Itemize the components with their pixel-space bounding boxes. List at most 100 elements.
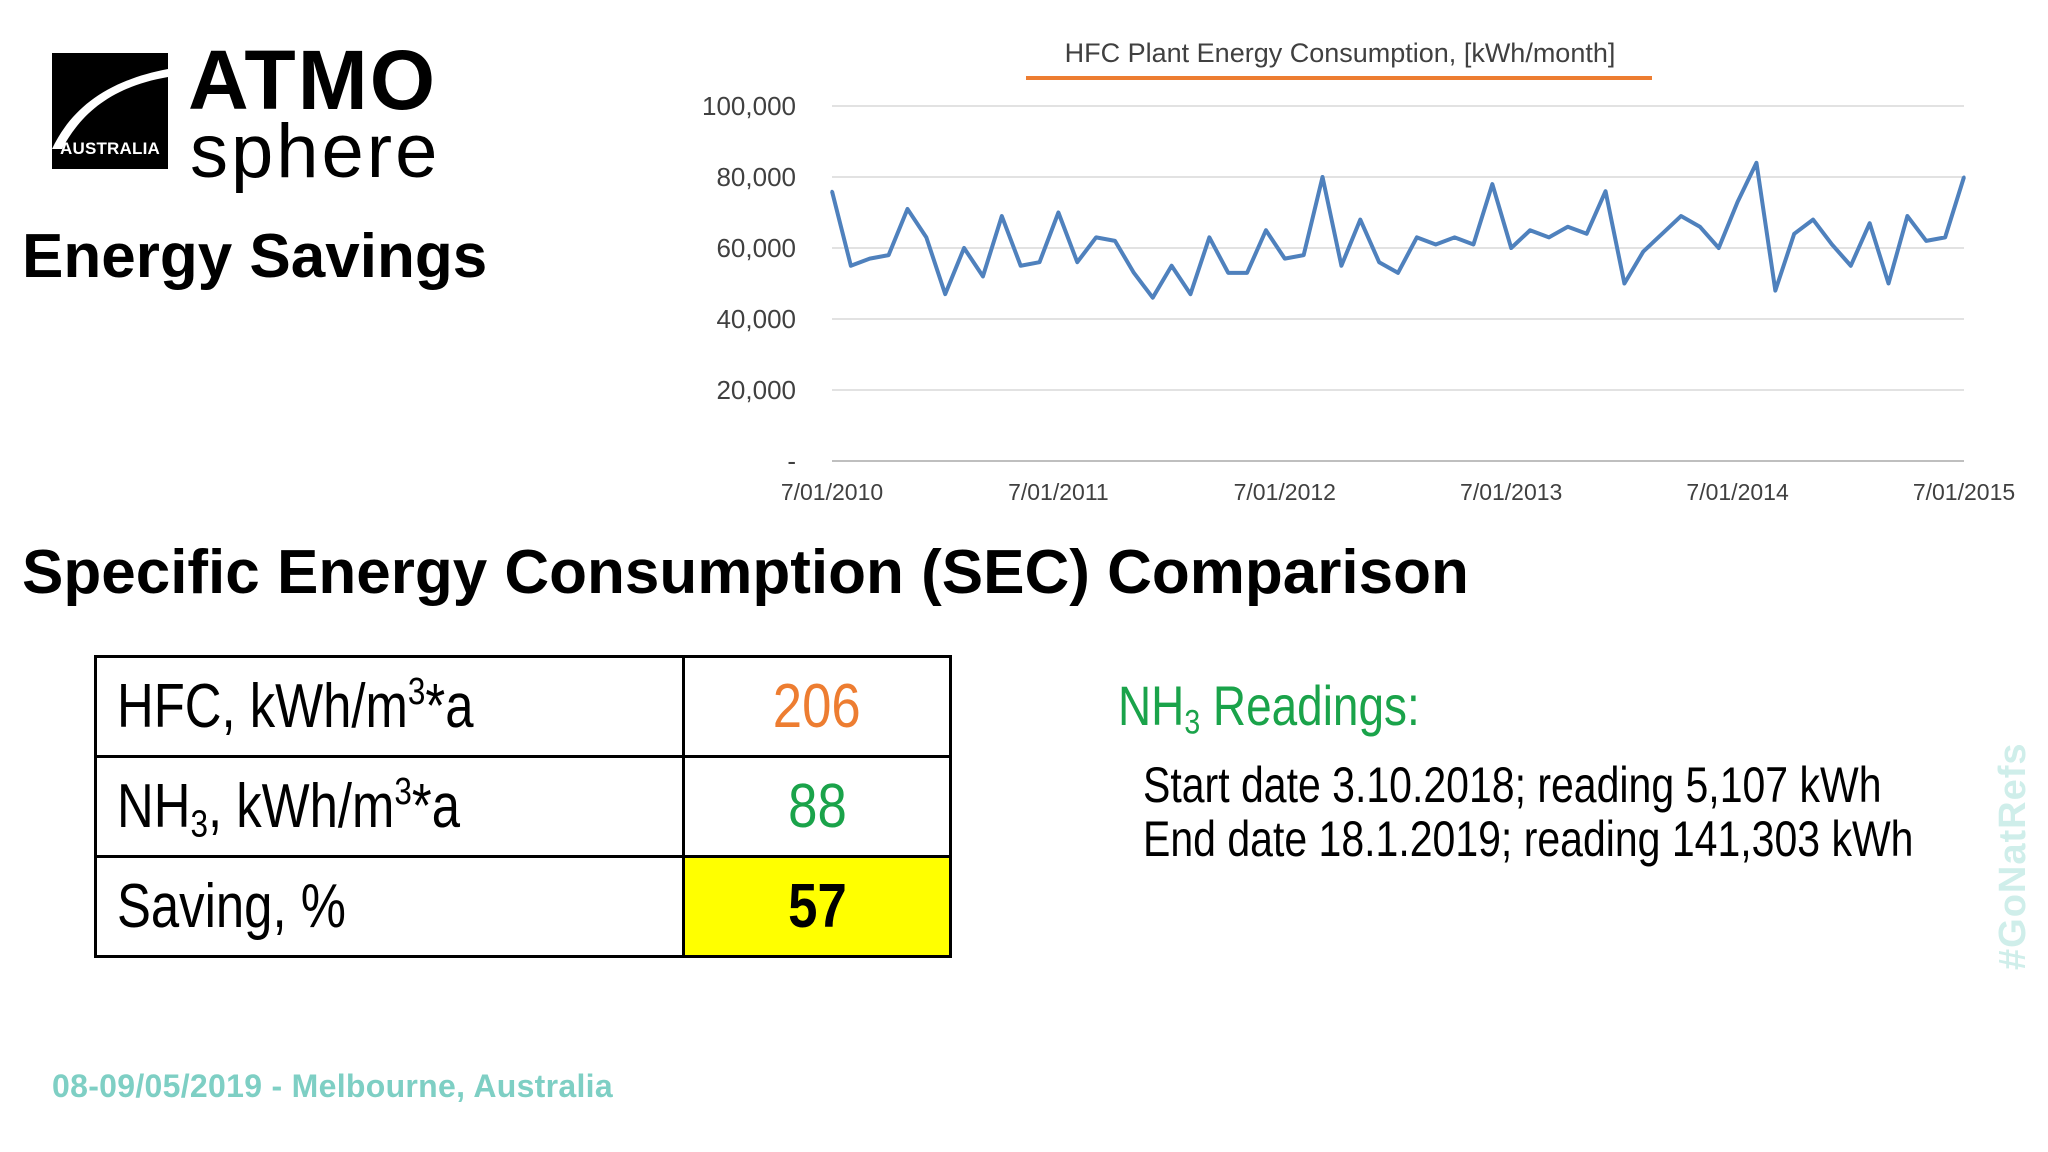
y-tick-label: 60,000 <box>716 233 796 263</box>
table-row: HFC, kWh/m3*a 206 <box>94 655 952 758</box>
data-point <box>1868 221 1872 225</box>
chart-title: HFC Plant Energy Consumption, [kWh/month… <box>1065 38 1616 68</box>
data-point <box>1924 239 1928 243</box>
logo-mark: AUSTRALIA <box>52 53 168 169</box>
nh3-end-reading: End date 18.1.2019; reading 141,303 kWh <box>1143 811 1914 867</box>
data-point <box>1321 175 1325 179</box>
data-point <box>1566 225 1570 229</box>
y-tick-label: 40,000 <box>716 304 796 334</box>
data-point <box>1962 175 1966 179</box>
data-point <box>1151 296 1155 300</box>
data-point <box>1339 264 1343 268</box>
data-point <box>905 207 909 211</box>
data-point <box>1698 225 1702 229</box>
sec-comparison-heading: Specific Energy Consumption (SEC) Compar… <box>22 538 1469 607</box>
x-tick-label: 7/01/2010 <box>781 479 883 505</box>
data-point <box>1641 250 1645 254</box>
table-cell-label: Saving, % <box>94 855 685 958</box>
data-point <box>1622 282 1626 285</box>
data-point <box>1056 211 1060 214</box>
data-point <box>1679 214 1683 218</box>
data-point <box>849 264 853 268</box>
data-point <box>830 189 834 193</box>
table-cell-label: NH3, kWh/m3*a <box>94 755 685 858</box>
event-footer: 08-09/05/2019 - Melbourne, Australia <box>52 1068 613 1104</box>
data-point <box>1509 246 1513 250</box>
data-point <box>1207 235 1211 239</box>
logo-badge-text: AUSTRALIA <box>59 139 160 158</box>
data-point <box>1264 228 1268 232</box>
data-point <box>1453 235 1457 239</box>
data-point <box>1660 232 1664 236</box>
data-point <box>1283 257 1287 261</box>
data-point <box>1736 200 1740 204</box>
data-point <box>1226 271 1230 275</box>
y-tick-label: 20,000 <box>716 375 796 405</box>
logo-swoosh-icon <box>52 69 168 149</box>
data-point <box>943 292 947 296</box>
energy-consumption-chart: HFC Plant Energy Consumption, [kWh/month… <box>660 20 2048 525</box>
data-point <box>1188 292 1192 296</box>
logo-top-text: ATMO <box>188 33 438 127</box>
nh3-readings-title: NH3 Readings: <box>1118 674 1420 742</box>
saving-value-highlight: 57 <box>682 855 952 958</box>
chart-svg: HFC Plant Energy Consumption, [kWh/month… <box>702 38 2015 505</box>
data-point <box>962 246 966 250</box>
data-point <box>1792 232 1796 236</box>
data-point <box>1773 289 1777 293</box>
table-row: NH3, kWh/m3*a 88 <box>94 755 952 858</box>
x-tick-label: 7/01/2011 <box>1008 479 1109 505</box>
energy-savings-heading: Energy Savings <box>22 222 488 291</box>
table-cell-value: 206 <box>682 655 952 758</box>
data-point <box>1943 235 1947 239</box>
data-point <box>1396 271 1400 275</box>
data-point <box>1434 242 1438 246</box>
data-point <box>1604 189 1608 193</box>
data-point <box>1132 271 1136 275</box>
data-point <box>868 257 872 261</box>
data-point <box>1471 242 1475 246</box>
data-point <box>1528 228 1532 232</box>
y-tick-label: - <box>787 446 796 476</box>
data-point <box>1038 260 1042 264</box>
data-point <box>1170 264 1174 268</box>
logo-bottom-text: sphere <box>190 109 441 194</box>
data-point <box>887 253 891 257</box>
atmosphere-logo: AUSTRALIA ATMO sphere <box>52 38 452 194</box>
hashtag-watermark: #GoNatRefs <box>1992 742 2034 971</box>
y-tick-label: 80,000 <box>716 162 796 192</box>
x-tick-label: 7/01/2013 <box>1460 479 1562 505</box>
table-row: Saving, % 57 <box>94 855 952 958</box>
data-point <box>1585 232 1589 236</box>
data-point <box>1358 218 1362 222</box>
data-point <box>924 235 928 239</box>
data-point <box>1547 235 1551 239</box>
y-tick-label: 100,000 <box>702 91 796 121</box>
data-point <box>1377 260 1381 264</box>
x-tick-label: 7/01/2014 <box>1686 479 1789 505</box>
data-point <box>1019 264 1023 268</box>
data-point <box>1415 235 1419 239</box>
data-point <box>1075 260 1079 264</box>
sec-table: HFC, kWh/m3*a 206 NH3, kWh/m3*a 88 Savin… <box>94 655 952 958</box>
data-point <box>1887 282 1891 285</box>
series-line <box>830 160 1966 300</box>
data-point <box>1754 161 1758 165</box>
data-point <box>1490 182 1494 186</box>
data-point <box>1245 271 1249 275</box>
nh3-start-reading: Start date 3.10.2018; reading 5,107 kWh <box>1143 757 1882 813</box>
data-point <box>1000 214 1004 218</box>
data-point <box>1830 242 1834 246</box>
data-point <box>1302 253 1306 257</box>
data-point <box>1113 239 1117 243</box>
x-tick-label: 7/01/2012 <box>1234 479 1336 505</box>
data-point <box>1094 235 1098 239</box>
table-cell-value: 88 <box>682 755 952 858</box>
data-point <box>1811 218 1815 222</box>
data-point <box>1717 246 1721 250</box>
data-point <box>1905 214 1909 218</box>
data-point <box>1849 264 1853 268</box>
x-tick-label: 7/01/2015 <box>1913 479 2015 505</box>
data-point <box>981 274 985 278</box>
table-cell-label: HFC, kWh/m3*a <box>94 655 685 758</box>
